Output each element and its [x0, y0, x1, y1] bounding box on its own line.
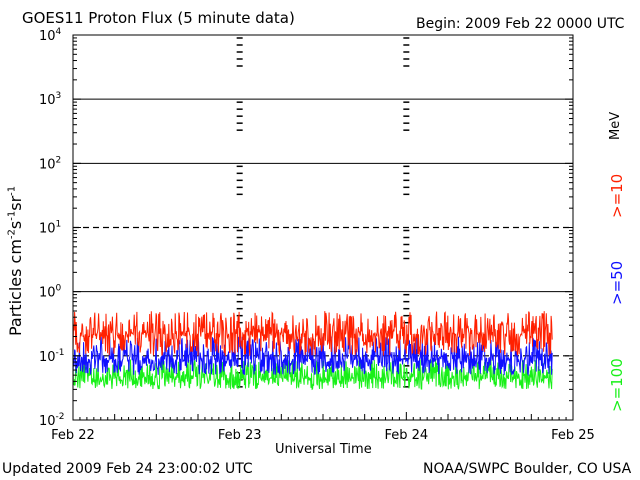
y-tick-base: 10 [39, 157, 56, 172]
data-source-credit: NOAA/SWPC Boulder, CO USA [423, 461, 632, 477]
y-tick-exponent: 1 [56, 220, 62, 230]
y-axis-label-part: sr [6, 195, 25, 211]
y-tick-label: 100 [39, 284, 62, 301]
y-tick-label: 103 [39, 91, 61, 108]
y-tick-base: 10 [39, 414, 56, 429]
y-tick-label: 101 [39, 220, 61, 237]
y-axis-label-exponent: -1 [6, 210, 18, 221]
y-tick-base: 10 [39, 286, 56, 301]
y-tick-label: 102 [39, 155, 61, 172]
updated-timestamp: Updated 2009 Feb 24 23:00:02 UTC [2, 461, 253, 477]
begin-time-label: Begin: 2009 Feb 22 0000 UTC [416, 16, 625, 32]
y-tick-exponent: 3 [56, 91, 62, 101]
y-axis-label-part: Particles cm [6, 239, 25, 336]
y-tick-base: 10 [39, 350, 56, 365]
y-axis-label-exponent: -2 [6, 229, 18, 240]
y-axis-label-part: s [6, 220, 25, 230]
legend-ge10: >=10 [608, 173, 626, 218]
series-line-ge10 [72, 311, 553, 356]
y-tick-label: 10-1 [39, 348, 65, 365]
y-tick-label: 104 [39, 27, 62, 44]
y-tick-exponent: -2 [56, 412, 65, 422]
x-axis-label: Universal Time [275, 442, 372, 457]
chart-title: GOES11 Proton Flux (5 minute data) [22, 9, 295, 27]
energy-unit-label: MeV [608, 111, 623, 140]
y-axis-label-exponent: -1 [6, 185, 18, 196]
x-tick-label: Feb 23 [218, 428, 262, 443]
y-axis-label: Particles cm-2s-1sr-1 [6, 186, 25, 336]
legend-ge50: >=50 [608, 260, 626, 305]
x-tick-label: Feb 25 [551, 428, 595, 443]
y-tick-label: 10-2 [39, 412, 65, 429]
y-tick-exponent: 0 [56, 284, 62, 294]
series-line-ge100 [72, 358, 553, 391]
y-tick-exponent: 2 [56, 155, 62, 165]
y-tick-base: 10 [39, 93, 56, 108]
x-tick-label: Feb 22 [51, 428, 95, 443]
y-tick-base: 10 [39, 29, 56, 44]
x-tick-label: Feb 24 [384, 428, 428, 443]
y-tick-exponent: 4 [56, 27, 62, 37]
y-axis-label-text: Particles cm-2s-1sr-1 [6, 186, 25, 336]
y-tick-exponent: -1 [56, 348, 65, 358]
legend-ge100: >=100 [608, 358, 626, 412]
y-tick-base: 10 [39, 222, 56, 237]
